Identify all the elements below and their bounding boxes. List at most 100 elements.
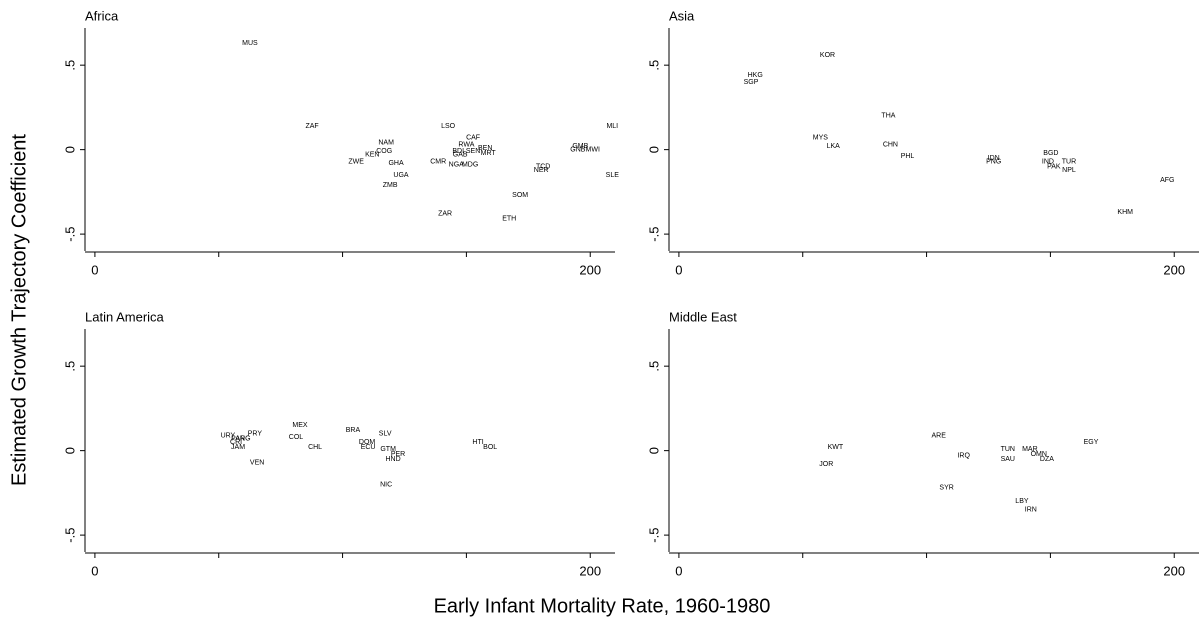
point-label: RWA — [458, 141, 474, 148]
x-tick-label: 200 — [1163, 563, 1185, 578]
point-label: GAB — [453, 152, 468, 159]
point-label: GNB — [570, 146, 586, 153]
x-tick-label: 200 — [579, 563, 601, 578]
point-label: NPL — [1062, 167, 1076, 174]
point-label: THA — [881, 113, 895, 120]
point-label: SEN — [466, 148, 480, 155]
point-label: SGP — [744, 79, 759, 86]
point-label: URY — [221, 432, 236, 439]
point-label: COG — [376, 148, 392, 155]
panel-title: Asia — [669, 8, 695, 23]
point-label: PER — [391, 451, 405, 458]
point-label: HTI — [472, 439, 483, 446]
point-label: DZA — [1040, 456, 1054, 463]
point-label: KWT — [828, 444, 844, 451]
point-label: BOL — [483, 444, 497, 451]
y-tick-label: 0 — [62, 146, 77, 153]
point-label: GTM — [380, 446, 396, 453]
point-label: PHL — [901, 153, 915, 160]
panel-title: Middle East — [669, 309, 737, 324]
panel-title: Africa — [85, 8, 119, 23]
y-tick-label: -.5 — [62, 528, 77, 543]
point-label: BRA — [346, 427, 361, 434]
point-label: NGA — [449, 162, 465, 169]
point-label: ZWE — [348, 158, 364, 165]
point-label: IDN — [988, 155, 1000, 162]
point-label: ARE — [932, 432, 947, 439]
point-label: NER — [534, 167, 549, 174]
point-label: MEX — [292, 422, 308, 429]
point-label: LKA — [827, 143, 841, 150]
point-label: SOM — [512, 192, 528, 199]
point-label: MUS — [242, 40, 258, 47]
point-label: JOR — [819, 461, 833, 468]
point-label: KHM — [1117, 209, 1133, 216]
point-label: CAF — [466, 135, 480, 142]
point-label: OMN — [1031, 451, 1047, 458]
point-label: IRQ — [957, 453, 970, 460]
point-label: GMB — [572, 143, 588, 150]
point-label: BEN — [478, 145, 492, 152]
point-label: CHN — [883, 141, 898, 148]
point-label: ETH — [502, 216, 516, 223]
point-label: SLV — [379, 431, 392, 438]
point-label: MYS — [813, 135, 829, 142]
x-tick-label: 0 — [91, 563, 98, 578]
point-label: NAM — [378, 140, 394, 147]
point-label: PNG — [986, 158, 1001, 165]
point-label: HKG — [748, 72, 763, 79]
y-tick-label: 0 — [62, 447, 77, 454]
y-tick-label: -.5 — [646, 227, 661, 242]
y-tick-label: 0 — [646, 447, 661, 454]
point-label: IRN — [1025, 507, 1037, 514]
x-tick-label: 0 — [675, 563, 682, 578]
point-label: COL — [289, 434, 304, 441]
point-label: PAK — [1047, 163, 1061, 170]
point-label: DOM — [359, 439, 376, 446]
x-tick-label: 0 — [675, 262, 682, 277]
x-tick-label: 200 — [1163, 262, 1185, 277]
x-tick-label: 0 — [91, 262, 98, 277]
point-label: NIC — [380, 481, 392, 488]
point-label: MAR — [1022, 446, 1038, 453]
point-label: SLE — [606, 172, 620, 179]
point-label: PAN — [231, 436, 245, 443]
point-label: LBY — [1015, 498, 1029, 505]
point-label: ECU — [361, 444, 376, 451]
point-label: ZAR — [438, 211, 452, 218]
y-axis-title: Estimated Growth Trajectory Coefficient — [8, 134, 30, 486]
point-label: CRI — [230, 439, 242, 446]
point-label: BDI — [452, 148, 464, 155]
point-label: TCD — [536, 163, 550, 170]
point-label: KOR — [820, 52, 835, 59]
point-label: UGA — [393, 172, 409, 179]
point-label: VEN — [250, 459, 264, 466]
point-label: ARG — [235, 436, 250, 443]
point-label: MRT — [481, 150, 497, 157]
y-tick-label: .5 — [62, 361, 77, 372]
point-label: AFG — [1160, 177, 1174, 184]
point-label: TUR — [1062, 158, 1076, 165]
point-label: SYR — [939, 485, 953, 492]
point-label: CMR — [430, 158, 446, 165]
y-tick-label: .5 — [646, 60, 661, 71]
panel-title: Latin America — [85, 309, 165, 324]
point-label: SAU — [1001, 456, 1015, 463]
y-tick-label: .5 — [62, 60, 77, 71]
point-label: KEN — [365, 152, 379, 159]
point-label: MWI — [586, 146, 600, 153]
point-label: TUN — [1001, 446, 1015, 453]
point-label: JAM — [231, 444, 245, 451]
x-axis-title: Early Infant Mortality Rate, 1960-1980 — [434, 595, 771, 617]
x-tick-label: 200 — [579, 262, 601, 277]
point-label: EGY — [1084, 439, 1099, 446]
y-tick-label: .5 — [646, 361, 661, 372]
point-label: IND — [1042, 158, 1054, 165]
point-label: GHA — [388, 160, 404, 167]
point-label: LSO — [441, 123, 456, 130]
point-label: HND — [386, 456, 401, 463]
y-tick-label: -.5 — [62, 227, 77, 242]
point-label: BGD — [1043, 150, 1058, 157]
point-label: PRY — [248, 431, 263, 438]
